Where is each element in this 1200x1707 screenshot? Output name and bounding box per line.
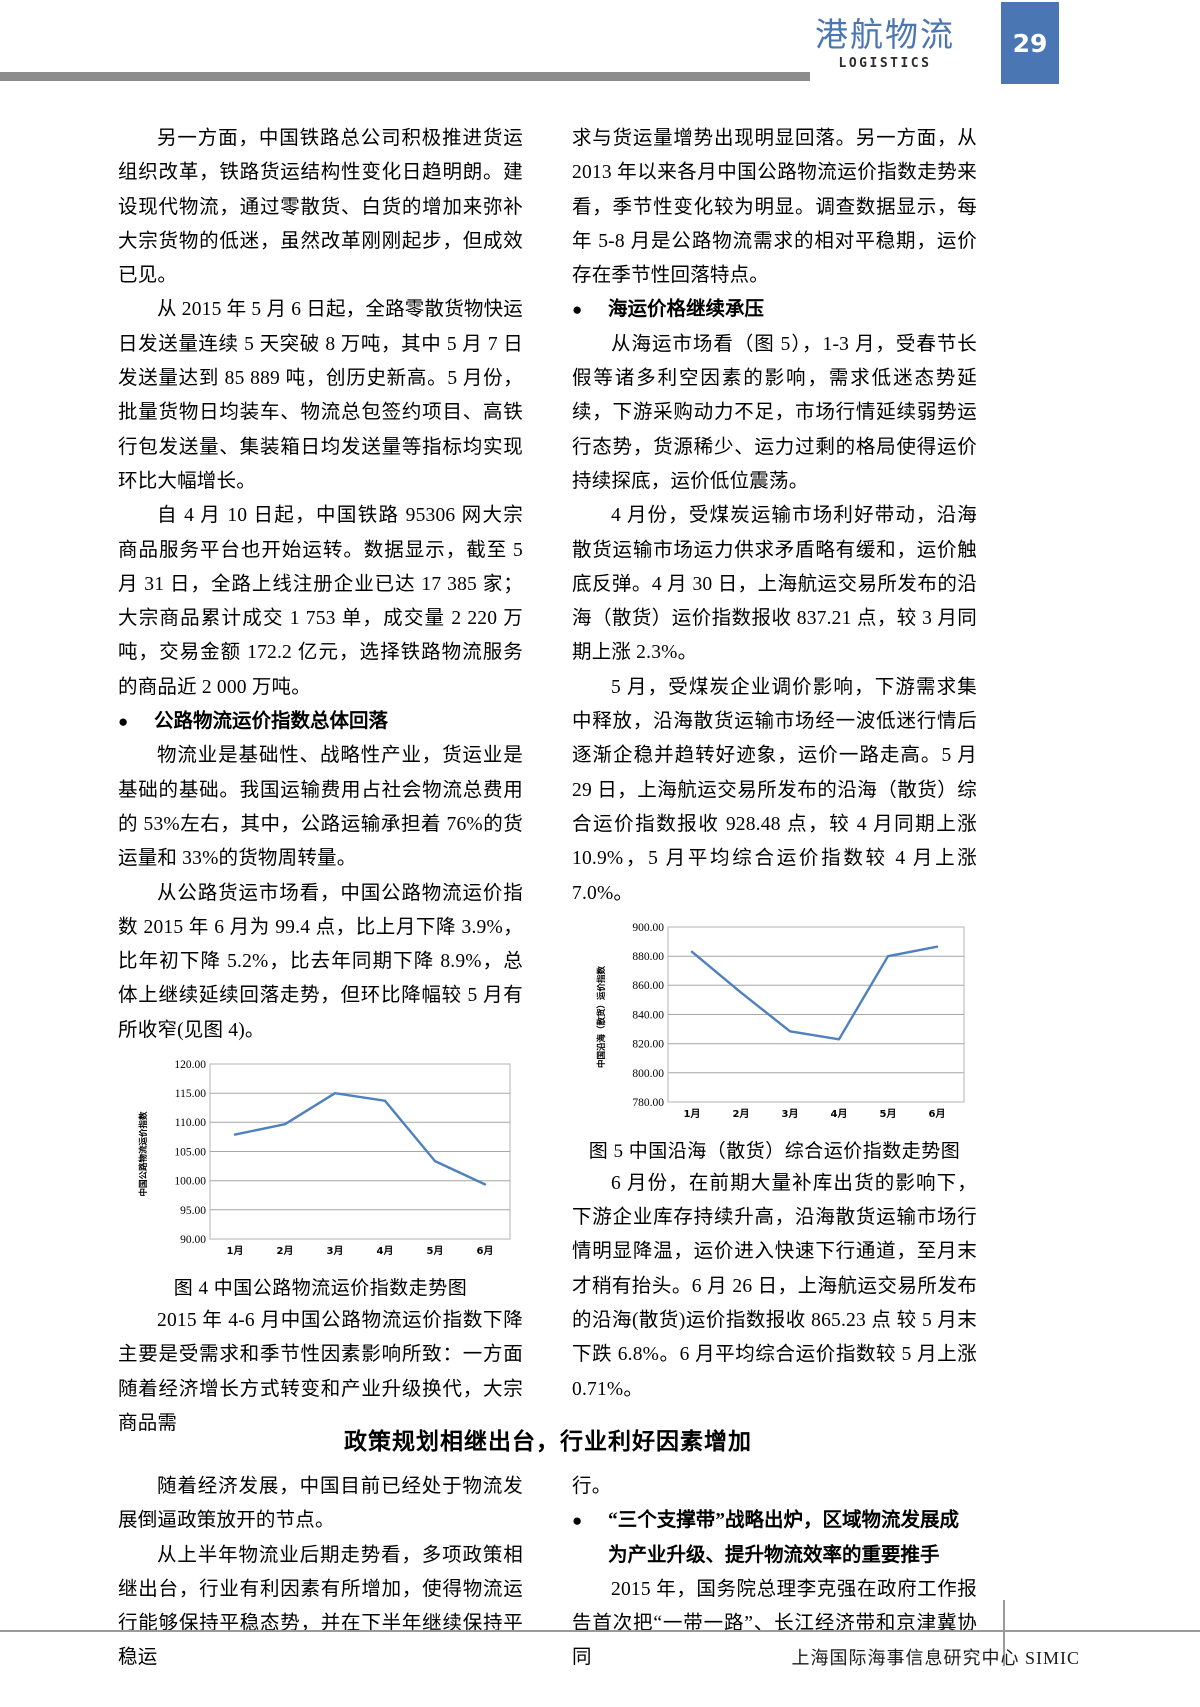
bullet-heading-sea-freight: ● 海运价格继续承压	[572, 293, 977, 327]
figure-5: 900.00 880.00 860.00 840.00 820.00 800.0…	[572, 917, 977, 1167]
paragraph: 物流业是基础性、战略性产业，货运业是基础的基础。我国运输费用占社会物流总费用的 …	[118, 745, 523, 870]
svg-text:820.00: 820.00	[632, 1038, 664, 1050]
paragraph: 从上半年物流业后期走势看，多项政策相继出台，行业有利因素有所增加，使得物流运行能…	[118, 1544, 523, 1669]
svg-text:5月: 5月	[880, 1108, 897, 1120]
figure-4-chart: 120.00 115.00 110.00 105.00 100.00 95.00…	[138, 1059, 511, 1257]
paragraph: 随着经济发展，中国目前已经处于物流发展倒逼政策放开的节点。	[118, 1476, 523, 1532]
bullet-heading-label: 海运价格继续承压	[608, 299, 765, 321]
paragraph: 从海运市场看（图 5），1-3 月，受春节长假等诸多利空因素的影响，需求低迷态势…	[572, 333, 977, 492]
svg-text:1月: 1月	[684, 1108, 701, 1120]
svg-text:6月: 6月	[477, 1245, 494, 1257]
svg-text:6月: 6月	[929, 1108, 946, 1120]
paragraph: 4 月份，受煤炭运输市场利好带动，沿海散货运输市场运力供求矛盾略有缓和，运价触底…	[572, 505, 977, 664]
svg-text:3月: 3月	[327, 1245, 344, 1257]
svg-text:120.00: 120.00	[174, 1059, 206, 1071]
svg-text:4月: 4月	[831, 1108, 848, 1120]
footer-tick-mark	[1003, 1600, 1005, 1666]
svg-text:800.00: 800.00	[632, 1068, 664, 1080]
svg-text:105.00: 105.00	[174, 1146, 206, 1158]
bullet-heading-three-belts: ● “三个支撑带”战略出炉，区域物流发展成为产业升级、提升物流效率的重要推手	[572, 1504, 977, 1573]
svg-text:90.00: 90.00	[180, 1234, 206, 1246]
page-header: 港航物流 LOGISTICS 29	[0, 0, 1200, 108]
paragraph: 2015 年，国务院总理李克强在政府工作报告首次把“一带一路”、长江经济带和京津…	[572, 1578, 977, 1669]
svg-text:1月: 1月	[227, 1245, 244, 1257]
paragraph: 行。	[572, 1476, 612, 1497]
figure-4: 120.00 115.00 110.00 105.00 100.00 95.00…	[118, 1054, 523, 1304]
bullet-dot-icon: ●	[118, 712, 129, 732]
bottom-left-column: 随着经济发展，中国目前已经处于物流发展倒逼政策放开的节点。 从上半年物流业后期走…	[118, 1470, 523, 1676]
figure-5-chart: 900.00 880.00 860.00 840.00 820.00 800.0…	[596, 922, 965, 1120]
bottom-right-column: 行。 ● “三个支撑带”战略出炉，区域物流发展成为产业升级、提升物流效率的重要推…	[572, 1470, 977, 1676]
svg-text:5月: 5月	[427, 1245, 444, 1257]
svg-text:4月: 4月	[377, 1245, 394, 1257]
svg-text:中国公路物流运价指数: 中国公路物流运价指数	[138, 1111, 149, 1197]
paragraph: 5 月，受煤炭企业调价影响，下游需求集中释放，沿海散货运输市场经一波低迷行情后逐…	[572, 676, 977, 904]
right-column: 求与货运量增势出现明显回落。另一方面，从 2013 年以来各月中国公路物流运价指…	[572, 122, 977, 1407]
figure-4-caption: 图 4 中国公路物流运价指数走势图	[173, 1278, 468, 1300]
svg-text:900.00: 900.00	[632, 922, 664, 934]
page-number-badge: 29	[1001, 2, 1059, 84]
bullet-dot-icon: ●	[572, 300, 583, 320]
paragraph: 从 2015 年 5 月 6 日起，全路零散货物快运日发送量连续 5 天突破 8…	[118, 299, 523, 492]
footer-text: 上海国际海事信息研究中心 SIMIC	[791, 1648, 1080, 1668]
svg-text:880.00: 880.00	[632, 951, 664, 963]
paragraph: 另一方面，中国铁路总公司积极推进货运组织改革，铁路货运结构性变化日趋明朗。建设现…	[118, 128, 523, 287]
paragraph: 2015 年 4-6 月中国公路物流运价指数下降主要是受需求和季节性因素影响所致…	[118, 1310, 523, 1434]
svg-text:中国沿海（散货）运价指数: 中国沿海（散货）运价指数	[596, 965, 607, 1068]
brand-title-cn: 港航物流	[815, 15, 955, 54]
header-rule-highlight	[0, 68, 810, 70]
figure-5-caption: 图 5 中国沿海（散货）综合运价指数走势图	[588, 1140, 961, 1162]
svg-text:3月: 3月	[782, 1108, 799, 1120]
bullet-heading-label: “三个支撑带”战略出炉，区域物流发展成为产业升级、提升物流效率的重要推手	[608, 1510, 960, 1566]
brand-block: 港航物流 LOGISTICS	[770, 16, 1000, 71]
header-rule	[0, 72, 810, 81]
section-heading: 政策规划相继出台，行业利好因素增加	[344, 1429, 752, 1454]
svg-text:2月: 2月	[733, 1108, 750, 1120]
bullet-heading-road-index: ● 公路物流运价指数总体回落	[118, 705, 523, 739]
footer-rule	[0, 1630, 1200, 1632]
paragraph: 自 4 月 10 日起，中国铁路 95306 网大宗商品服务平台也开始运转。数据…	[118, 505, 523, 698]
svg-text:95.00: 95.00	[180, 1205, 206, 1217]
svg-text:860.00: 860.00	[632, 980, 664, 992]
paragraph: 求与货运量增势出现明显回落。另一方面，从 2013 年以来各月中国公路物流运价指…	[572, 128, 977, 287]
paragraph: 6 月份，在前期大量补库出货的影响下，下游企业库存持续升高，沿海散货运输市场行情…	[572, 1172, 977, 1400]
bullet-dot-icon: ●	[572, 1511, 583, 1531]
svg-text:840.00: 840.00	[632, 1009, 664, 1021]
bullet-heading-label: 公路物流运价指数总体回落	[154, 711, 389, 733]
left-column: 另一方面，中国铁路总公司积极推进货运组织改革，铁路货运结构性变化日趋明朗。建设现…	[118, 122, 523, 1441]
brand-title-en: LOGISTICS	[838, 55, 932, 71]
svg-text:115.00: 115.00	[175, 1088, 206, 1100]
svg-text:100.00: 100.00	[174, 1176, 206, 1188]
paragraph: 从公路货运市场看，中国公路物流运价指数 2015 年 6 月为 99.4 点，比…	[118, 882, 523, 1041]
svg-text:2月: 2月	[277, 1245, 294, 1257]
svg-text:110.00: 110.00	[175, 1117, 206, 1129]
svg-text:780.00: 780.00	[632, 1097, 664, 1109]
